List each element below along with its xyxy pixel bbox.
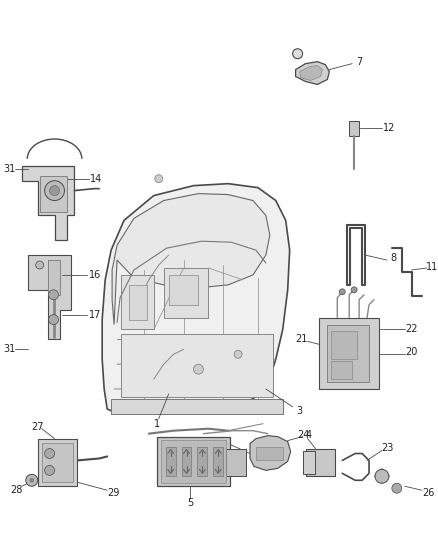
- Polygon shape: [161, 440, 226, 483]
- Polygon shape: [296, 62, 329, 84]
- Polygon shape: [306, 449, 336, 477]
- Text: 17: 17: [89, 310, 102, 320]
- Text: 11: 11: [427, 262, 438, 272]
- Text: 29: 29: [107, 488, 119, 498]
- Text: 8: 8: [391, 253, 397, 263]
- Text: 12: 12: [383, 123, 395, 133]
- Polygon shape: [300, 66, 322, 80]
- Text: 3: 3: [297, 406, 303, 416]
- Polygon shape: [38, 439, 78, 486]
- Polygon shape: [256, 447, 283, 461]
- Polygon shape: [129, 285, 147, 320]
- Text: 21: 21: [295, 334, 308, 344]
- Circle shape: [351, 287, 357, 293]
- Polygon shape: [28, 255, 71, 340]
- Text: 23: 23: [381, 442, 394, 453]
- Text: 5: 5: [187, 498, 194, 508]
- Polygon shape: [198, 447, 207, 477]
- Polygon shape: [213, 447, 223, 477]
- Polygon shape: [40, 176, 67, 213]
- Polygon shape: [111, 399, 283, 414]
- Polygon shape: [349, 121, 359, 136]
- Text: 14: 14: [90, 174, 102, 184]
- Polygon shape: [169, 275, 198, 305]
- Text: 4: 4: [305, 430, 311, 440]
- Circle shape: [49, 290, 59, 300]
- Text: 31: 31: [4, 164, 16, 174]
- Polygon shape: [164, 268, 208, 318]
- Text: 7: 7: [356, 56, 362, 67]
- Text: 22: 22: [406, 325, 418, 335]
- Polygon shape: [303, 450, 315, 474]
- Text: 31: 31: [4, 344, 16, 354]
- Polygon shape: [112, 193, 270, 325]
- Circle shape: [194, 364, 203, 374]
- Text: 26: 26: [422, 488, 435, 498]
- Polygon shape: [181, 447, 191, 477]
- Circle shape: [49, 314, 59, 325]
- Circle shape: [339, 289, 345, 295]
- Circle shape: [155, 175, 162, 183]
- Polygon shape: [166, 447, 176, 477]
- Circle shape: [45, 181, 64, 200]
- Circle shape: [36, 261, 44, 269]
- Circle shape: [45, 465, 55, 475]
- Polygon shape: [331, 332, 357, 359]
- Polygon shape: [319, 318, 379, 389]
- Polygon shape: [327, 325, 369, 382]
- Polygon shape: [157, 437, 230, 486]
- Circle shape: [30, 478, 34, 482]
- Circle shape: [45, 449, 55, 458]
- Polygon shape: [250, 435, 291, 470]
- Text: 24: 24: [297, 430, 310, 440]
- Text: 28: 28: [11, 485, 23, 495]
- Text: 20: 20: [406, 348, 418, 357]
- Circle shape: [375, 470, 389, 483]
- Circle shape: [392, 483, 402, 493]
- Polygon shape: [48, 260, 60, 295]
- Polygon shape: [102, 184, 290, 411]
- Polygon shape: [22, 166, 74, 240]
- Text: 1: 1: [154, 419, 160, 429]
- Text: 27: 27: [32, 422, 44, 432]
- Polygon shape: [121, 334, 273, 397]
- Circle shape: [49, 185, 60, 196]
- Polygon shape: [331, 361, 352, 379]
- Circle shape: [293, 49, 303, 59]
- Text: 13: 13: [250, 454, 262, 464]
- Circle shape: [26, 474, 38, 486]
- Text: 16: 16: [89, 270, 101, 280]
- Circle shape: [234, 350, 242, 358]
- Polygon shape: [42, 442, 74, 482]
- Polygon shape: [226, 449, 246, 477]
- Polygon shape: [121, 275, 154, 329]
